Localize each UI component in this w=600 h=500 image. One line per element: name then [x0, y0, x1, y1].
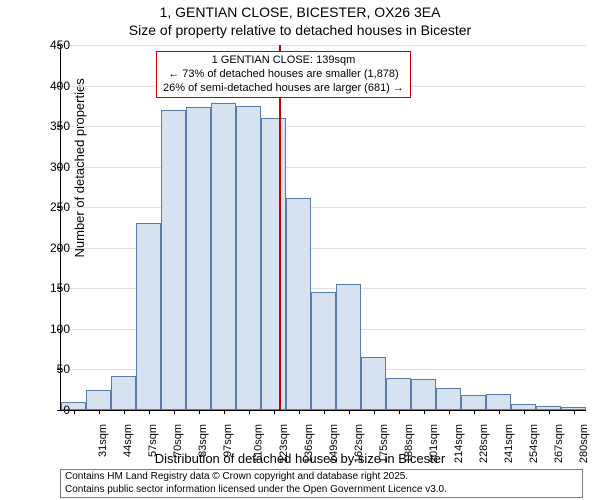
histogram-bar	[436, 388, 461, 410]
x-tick-label: 280sqm	[578, 424, 590, 463]
reference-line	[279, 45, 281, 410]
annotation-line2: ← 73% of detached houses are smaller (1,…	[163, 68, 404, 82]
x-tick-mark	[499, 410, 500, 414]
histogram-bar	[136, 223, 161, 410]
x-tick-mark	[549, 410, 550, 414]
histogram-bar	[111, 376, 136, 410]
x-tick-mark	[399, 410, 400, 414]
x-tick-label: 123sqm	[278, 424, 290, 463]
x-tick-label: 188sqm	[403, 424, 415, 463]
grid-line	[61, 45, 586, 46]
y-tick-label: 400	[30, 79, 70, 93]
histogram-bar	[86, 390, 111, 410]
footer-box: Contains HM Land Registry data © Crown c…	[60, 469, 583, 498]
y-tick-label: 450	[30, 38, 70, 52]
x-tick-mark	[174, 410, 175, 414]
x-tick-label: 254sqm	[528, 424, 540, 463]
x-tick-label: 175sqm	[378, 424, 390, 463]
histogram-bar	[236, 106, 261, 410]
chart-title-line1: 1, GENTIAN CLOSE, BICESTER, OX26 3EA	[0, 4, 600, 20]
footer-line1: Contains HM Land Registry data © Crown c…	[65, 471, 578, 484]
x-tick-mark	[299, 410, 300, 414]
histogram-bar	[261, 118, 286, 410]
annotation-line1: 1 GENTIAN CLOSE: 139sqm	[163, 54, 404, 68]
x-tick-label: 136sqm	[303, 424, 315, 463]
x-tick-label: 110sqm	[252, 424, 264, 462]
x-tick-mark	[374, 410, 375, 414]
x-tick-label: 83sqm	[197, 424, 209, 457]
histogram-bar	[186, 107, 211, 410]
histogram-bar	[461, 395, 486, 410]
histogram-bar	[311, 292, 336, 410]
annotation-line3: 26% of semi-detached houses are larger (…	[163, 82, 404, 96]
plot-area: 1 GENTIAN CLOSE: 139sqm ← 73% of detache…	[60, 45, 586, 411]
grid-line	[61, 207, 586, 208]
histogram-bar	[486, 394, 511, 410]
y-tick-label: 50	[30, 362, 70, 376]
x-tick-mark	[349, 410, 350, 414]
grid-line	[61, 126, 586, 127]
x-tick-mark	[474, 410, 475, 414]
histogram-bar	[411, 379, 436, 410]
x-tick-mark	[574, 410, 575, 414]
x-tick-label: 70sqm	[172, 424, 184, 457]
x-tick-label: 228sqm	[478, 424, 490, 463]
y-tick-label: 200	[30, 241, 70, 255]
x-tick-label: 31sqm	[97, 424, 109, 457]
x-tick-label: 162sqm	[353, 424, 365, 463]
x-tick-mark	[449, 410, 450, 414]
x-tick-label: 214sqm	[453, 424, 465, 463]
x-tick-mark	[99, 410, 100, 414]
histogram-bar	[386, 378, 411, 410]
x-tick-label: 149sqm	[328, 424, 340, 463]
x-tick-mark	[74, 410, 75, 414]
x-tick-mark	[149, 410, 150, 414]
x-tick-mark	[124, 410, 125, 414]
y-tick-label: 0	[30, 403, 70, 417]
x-tick-mark	[199, 410, 200, 414]
y-tick-label: 250	[30, 200, 70, 214]
histogram-bar	[211, 103, 236, 410]
x-tick-label: 57sqm	[147, 424, 159, 457]
x-tick-label: 44sqm	[122, 424, 134, 457]
footer-line2: Contains public sector information licen…	[65, 484, 578, 497]
x-tick-mark	[274, 410, 275, 414]
x-tick-mark	[324, 410, 325, 414]
histogram-bar	[286, 198, 311, 411]
x-tick-label: 201sqm	[428, 424, 440, 463]
histogram-bar	[161, 110, 186, 410]
y-tick-label: 150	[30, 281, 70, 295]
y-tick-label: 300	[30, 160, 70, 174]
y-tick-label: 350	[30, 119, 70, 133]
y-tick-label: 100	[30, 322, 70, 336]
grid-line	[61, 167, 586, 168]
chart-container: 1, GENTIAN CLOSE, BICESTER, OX26 3EA Siz…	[0, 0, 600, 500]
x-tick-label: 97sqm	[222, 424, 234, 457]
x-tick-mark	[424, 410, 425, 414]
x-tick-label: 241sqm	[503, 424, 515, 463]
histogram-bar	[361, 357, 386, 410]
chart-title-line2: Size of property relative to detached ho…	[0, 22, 600, 38]
histogram-bar	[336, 284, 361, 410]
x-tick-mark	[524, 410, 525, 414]
x-tick-label: 267sqm	[553, 424, 565, 463]
annotation-box: 1 GENTIAN CLOSE: 139sqm ← 73% of detache…	[156, 51, 411, 98]
x-tick-mark	[224, 410, 225, 414]
x-tick-mark	[249, 410, 250, 414]
